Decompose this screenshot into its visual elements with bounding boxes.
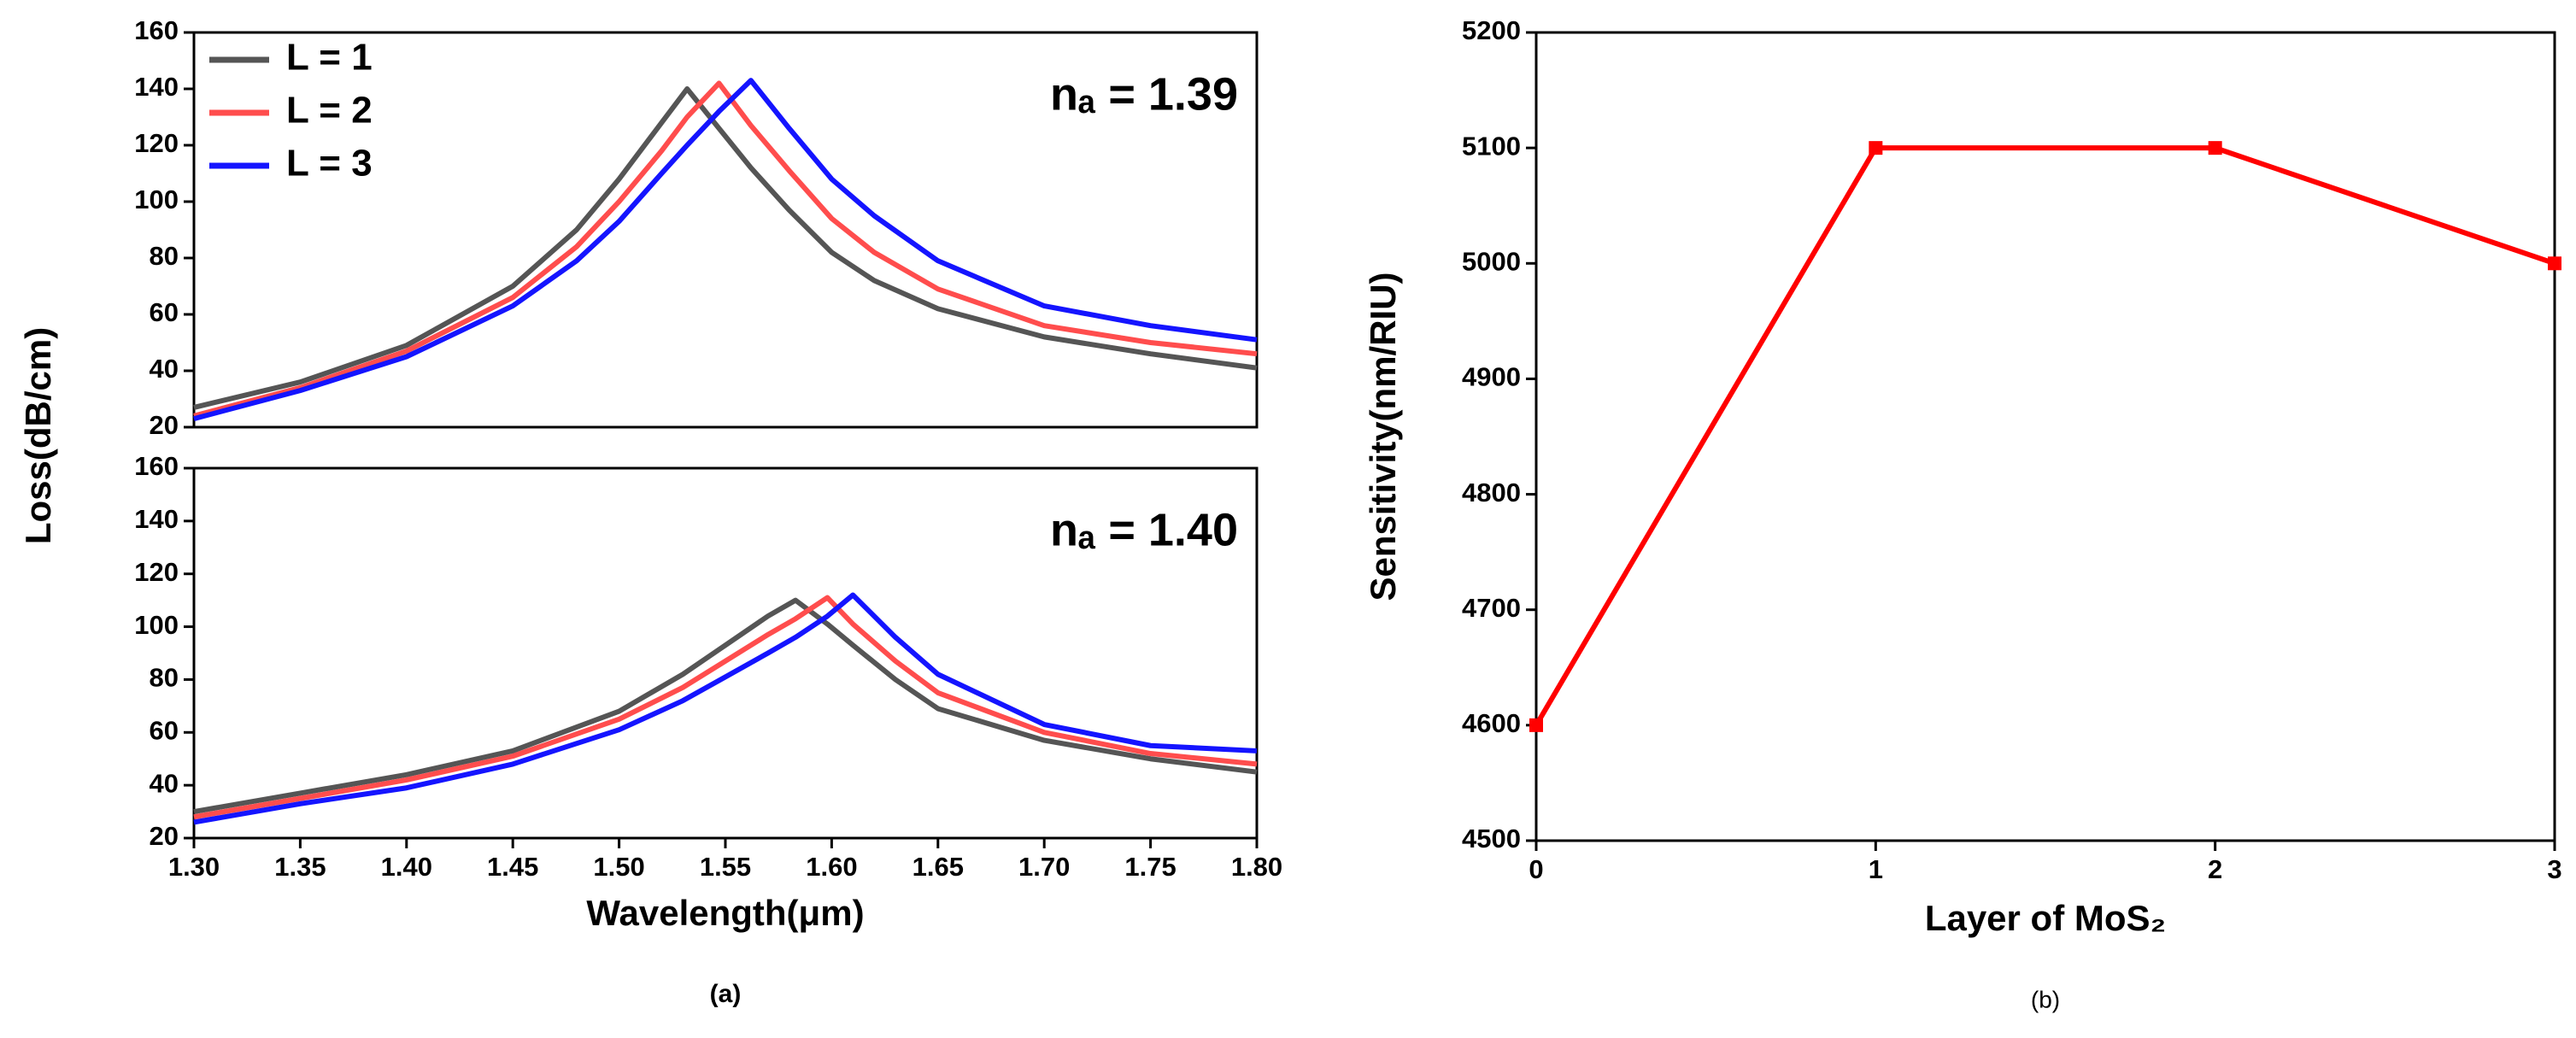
x-axis-label: Layer of MoS₂ [1925, 898, 2166, 938]
y-tick-label: 20 [150, 410, 179, 440]
x-tick-label: 1.50 [593, 852, 644, 882]
x-axis-label: Wavelength(μm) [586, 893, 864, 933]
series-line [193, 80, 1258, 419]
y-tick-label: 120 [134, 128, 179, 158]
x-tick-label: 1.30 [168, 852, 220, 882]
caption: (a) [710, 980, 742, 1008]
y-tick-label: 60 [150, 715, 179, 745]
y-tick-label: 4700 [1462, 593, 1521, 623]
plot-frame [1534, 31, 2556, 842]
y-tick-label: 100 [134, 185, 179, 214]
y-tick-label: 140 [134, 504, 179, 534]
y-tick-label: 160 [134, 451, 179, 481]
marker [2548, 256, 2561, 271]
x-tick-label: 1.65 [912, 852, 964, 882]
y-tick-label: 160 [134, 15, 179, 45]
annotation: nₐ = 1.39 [1050, 68, 1238, 120]
x-tick-label: 1.70 [1018, 852, 1070, 882]
y-tick-label: 4500 [1462, 824, 1521, 853]
series-line [193, 86, 1258, 410]
y-tick-label: 40 [150, 354, 179, 384]
y-tick-label: 80 [150, 241, 179, 271]
x-tick-label: 2 [2208, 854, 2222, 884]
y-tick-label: 140 [134, 72, 179, 102]
legend-label: L = 2 [286, 90, 373, 132]
y-axis-label: Loss(dB/cm) [18, 327, 58, 544]
x-tick-label: 1.60 [806, 852, 857, 882]
y-tick-label: 4900 [1462, 362, 1521, 392]
x-tick-label: 1.35 [274, 852, 326, 882]
legend-label: L = 3 [286, 143, 373, 185]
y-tick-label: 80 [150, 663, 179, 693]
series-line [193, 592, 1258, 825]
x-tick-label: 1.80 [1231, 852, 1282, 882]
y-tick-label: 20 [150, 821, 179, 851]
x-tick-label: 1.75 [1124, 852, 1176, 882]
x-tick-label: 0 [1529, 854, 1543, 884]
marker [1529, 718, 1543, 732]
x-tick-label: 3 [2547, 854, 2561, 884]
series-line [193, 597, 1258, 815]
y-axis-label: Sensitivity(nm/RIU) [1363, 272, 1403, 601]
y-tick-label: 5200 [1462, 15, 1521, 45]
y-tick-label: 60 [150, 297, 179, 327]
x-tick-label: 1.55 [700, 852, 751, 882]
y-tick-label: 4800 [1462, 478, 1521, 507]
y-tick-label: 40 [150, 768, 179, 798]
marker [2208, 141, 2222, 155]
y-tick-label: 5000 [1462, 246, 1521, 276]
caption: (b) [2031, 986, 2060, 1012]
x-tick-label: 1 [1869, 854, 1883, 884]
series-line [193, 78, 1258, 421]
y-tick-label: 5100 [1462, 131, 1521, 161]
legend-label: L = 1 [286, 37, 373, 79]
x-tick-label: 1.45 [487, 852, 538, 882]
marker [1869, 141, 1883, 155]
series-line [193, 595, 1258, 820]
y-tick-label: 4600 [1462, 708, 1521, 738]
y-tick-label: 100 [134, 610, 179, 640]
annotation: nₐ = 1.40 [1050, 504, 1238, 555]
x-tick-label: 1.40 [381, 852, 432, 882]
series-line [1534, 145, 2555, 727]
y-tick-label: 120 [134, 557, 179, 587]
plot-frame [192, 31, 1259, 429]
